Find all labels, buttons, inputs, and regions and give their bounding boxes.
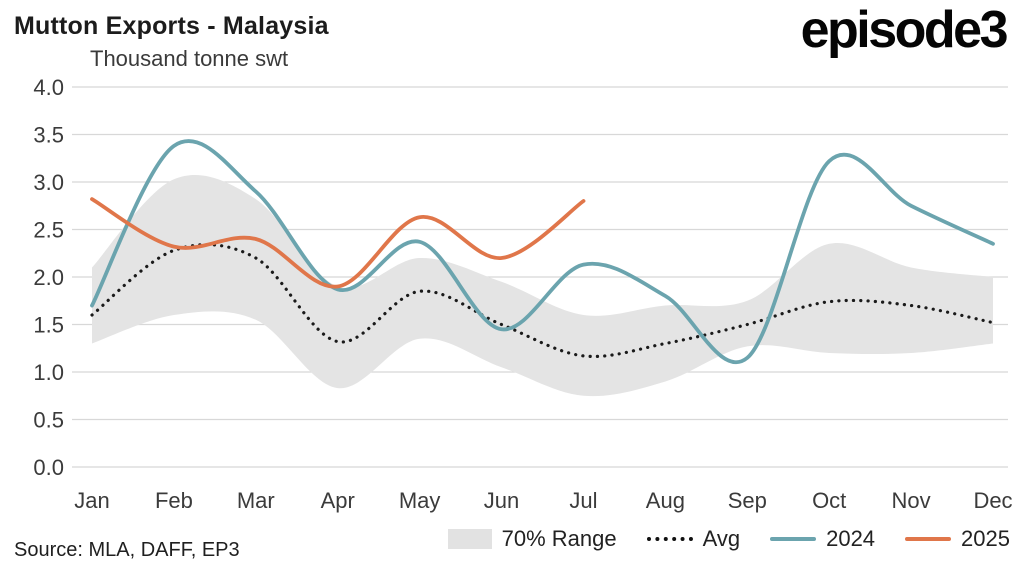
episode3-logo: episode3: [800, 1, 1009, 59]
y-tick-label: 0.5: [33, 408, 64, 433]
y2025-swatch: [905, 537, 952, 541]
legend-item-y2025: 2025: [905, 526, 1010, 552]
legend-item-avg: Avg: [646, 526, 741, 552]
x-tick-label: Feb: [155, 488, 193, 513]
y-tick-label: 4.0: [33, 75, 64, 100]
x-tick-label: Sep: [728, 488, 767, 513]
chart-subtitle: Thousand tonne swt: [90, 46, 289, 71]
y-tick-label: 3.5: [33, 123, 64, 148]
y-tick-label: 3.0: [33, 170, 64, 195]
avg-swatch: [646, 537, 693, 541]
x-tick-label: Mar: [237, 488, 275, 513]
range-swatch: [447, 529, 492, 549]
range-band: [92, 174, 993, 397]
y-tick-label: 1.0: [33, 360, 64, 385]
source-note: Source: MLA, DAFF, EP3: [14, 539, 240, 561]
x-tick-label: Oct: [812, 488, 846, 513]
legend-item-range: 70% Range: [447, 526, 617, 552]
series-2025-line: [90, 197, 586, 289]
avg-line: [90, 242, 995, 359]
x-tick-label: Aug: [646, 488, 685, 513]
x-axis-labels: Jan Feb Mar Apr May Jun Jul Aug Sep Oct Nov Dec: [74, 488, 1012, 513]
x-tick-label: Apr: [321, 488, 355, 513]
x-tick-label: Dec: [973, 488, 1012, 513]
legend-item-y2024: 2024: [770, 526, 875, 552]
x-tick-label: Jul: [569, 488, 597, 513]
legend-label: 2024: [826, 526, 876, 551]
page-title: Mutton Exports - Malaysia: [14, 12, 329, 40]
x-tick-label: Jun: [484, 488, 519, 513]
x-tick-label: Nov: [892, 488, 931, 513]
y-axis-labels: 0.0 0.5 1.0 1.5 2.0 2.5 3.0 3.5 4.0: [33, 75, 64, 480]
y-tick-label: 2.5: [33, 218, 64, 243]
series-2024-line: [90, 139, 995, 364]
x-tick-label: May: [399, 488, 441, 513]
x-tick-label: Jan: [74, 488, 109, 513]
y-tick-label: 0.0: [33, 455, 64, 480]
legend: 70% Range Avg 2024 2025: [447, 526, 1010, 552]
y-tick-label: 1.5: [33, 313, 64, 338]
legend-label: 2025: [961, 526, 1010, 551]
y-tick-label: 2.0: [33, 265, 64, 290]
y2024-swatch: [770, 537, 817, 541]
legend-label: 70% Range: [501, 526, 617, 551]
legend-label: Avg: [702, 526, 741, 551]
